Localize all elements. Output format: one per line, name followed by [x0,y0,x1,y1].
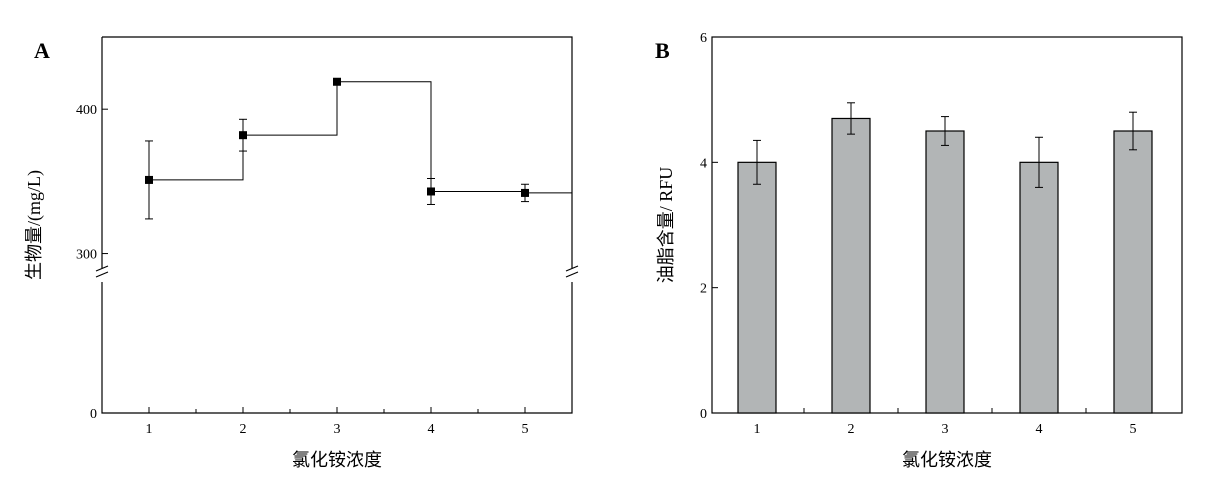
panel-a-point [333,77,341,86]
panel-b-x-tick-label: 3 [942,422,949,437]
panel-a-x-tick-label: 3 [334,422,341,437]
panel-b-y-tick-label: 2 [700,282,707,297]
panel-b-bar [831,117,871,414]
panel-b-bar [925,130,965,414]
panel-a-y-axis-label: 生物量/(mg/L) [24,170,45,280]
panel-a-x-tick-label: 4 [428,422,435,437]
panel-a-x-tick-label: 1 [146,422,153,437]
panel-a-y-tick-label: 0 [90,407,97,422]
panel-a-x-tick-label: 2 [240,422,247,437]
panel-a-x-tick-label: 5 [522,422,529,437]
panel-b-y-ticks: 0 2 4 6 [700,31,718,422]
panel-b-y-tick-label: 0 [700,407,707,422]
panel-b-x-ticks: 1 2 3 4 5 [754,408,1137,437]
panel-a-right-axis-break [565,265,579,278]
panel-a-frame-lower [101,282,573,414]
panel-b-y-tick-label: 6 [700,31,707,46]
panel-b-chart: B 0 2 4 6 1 2 3 4 5 氯化铵浓度 油脂含量/ RFU [655,31,1183,470]
panel-a-point [427,187,435,196]
panel-a-left-axis-break [95,265,109,278]
panel-a-y-ticks: 0 300 400 [76,103,108,422]
panel-b-y-axis-label: 油脂含量/ RFU [656,167,676,284]
panel-b-x-tick-label: 1 [754,422,761,437]
panel-b-x-tick-label: 5 [1130,422,1137,437]
panel-a-x-ticks: 1 2 3 4 5 [146,407,529,437]
panel-b-x-tick-label: 2 [848,422,855,437]
panel-b-letter: B [655,38,670,63]
panel-a-frame-upper [102,36,573,268]
panel-a-series [145,77,572,220]
panel-a-point [521,188,529,197]
panel-b-x-axis-label: 氯化铵浓度 [902,450,992,470]
panel-b-y-tick-label: 4 [700,156,707,171]
panel-a-series-line [149,81,572,194]
panel-a-y-tick-label: 300 [76,248,97,263]
panel-a-point [239,131,247,140]
panel-b-bars [737,102,1153,414]
panel-a-chart: A 0 300 400 1 2 3 4 5 氯化铵浓度 生物量/(mg/L) [24,36,579,470]
panel-b-bar [1113,130,1153,414]
panel-b-x-tick-label: 4 [1036,422,1043,437]
panel-a-point [145,175,153,184]
panel-a-letter: A [34,38,50,63]
panel-b-bar [1019,161,1059,414]
panel-a-x-axis-label: 氯化铵浓度 [292,450,382,470]
panel-a-y-tick-label: 400 [76,103,97,118]
panel-b-bar [737,161,777,414]
